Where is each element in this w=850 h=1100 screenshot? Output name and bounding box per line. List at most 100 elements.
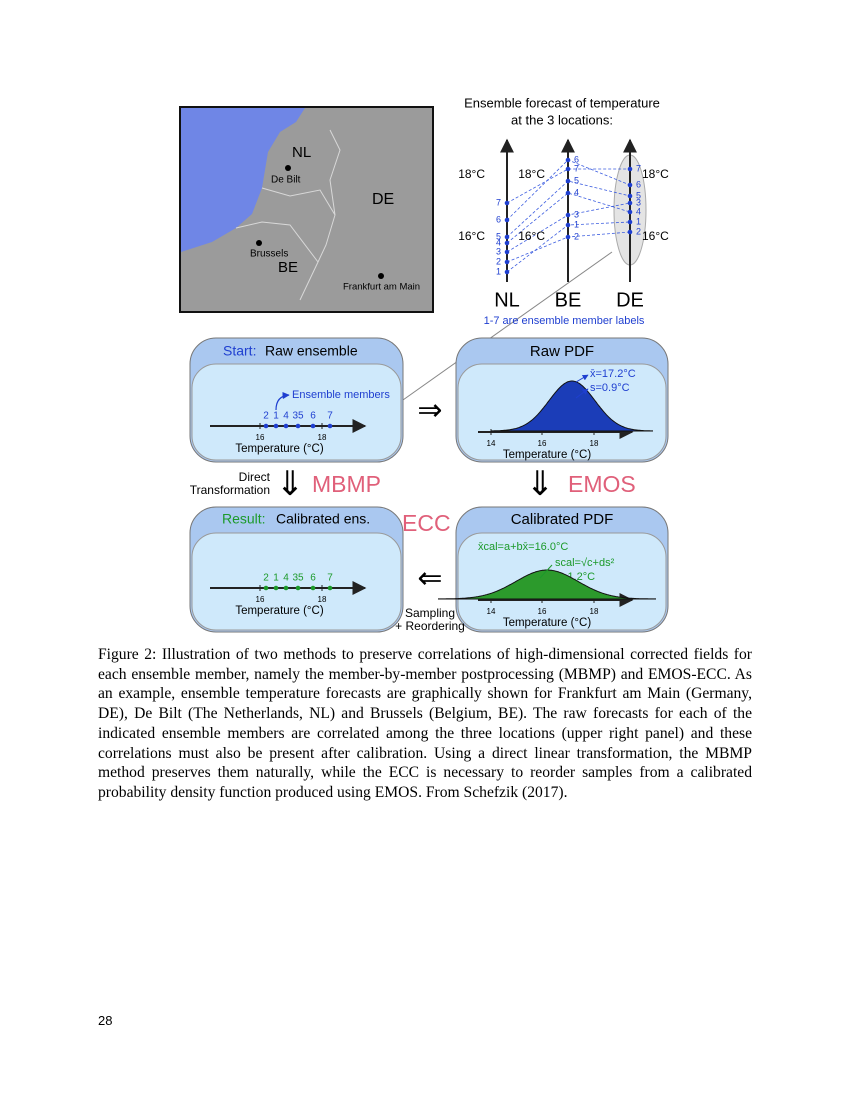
tick-label: 18 xyxy=(318,595,327,604)
temp-label: 16°C xyxy=(458,229,485,243)
member-link xyxy=(506,192,631,244)
map-label: DE xyxy=(372,191,394,208)
method-label: EMOS xyxy=(568,471,636,497)
member-link xyxy=(506,168,630,204)
member-label: 1 xyxy=(574,219,579,229)
member-label: 7 xyxy=(496,197,501,207)
page-number: 28 xyxy=(98,1013,113,1028)
member-label: 4 xyxy=(636,206,641,216)
member-dot xyxy=(295,585,301,591)
link-arrow xyxy=(385,251,613,413)
member-dot xyxy=(565,166,571,172)
member-dot xyxy=(627,193,633,199)
member-dot xyxy=(504,200,510,206)
tick-label: 16 xyxy=(256,433,265,442)
member-label: 6 xyxy=(636,179,641,189)
temp-label: 18°C xyxy=(458,167,485,181)
location-label: NL xyxy=(494,289,520,311)
member-dot xyxy=(565,178,571,184)
method-label: ECC xyxy=(402,510,451,536)
map-label: Brussels xyxy=(250,249,288,260)
panel-title: Calibrated PDF xyxy=(511,511,614,528)
location-label: BE xyxy=(555,289,582,311)
member-dot xyxy=(283,423,289,429)
map-dot xyxy=(256,240,262,246)
panel-result xyxy=(189,506,404,633)
member-label: 2 xyxy=(574,231,579,241)
map-label: Frankfurt am Main xyxy=(343,282,420,293)
member-label: 1 xyxy=(496,266,501,276)
arrow-down: ⇓ xyxy=(526,465,555,503)
location-label: DE xyxy=(616,289,644,311)
member-label: 5 xyxy=(574,175,579,185)
member-label: 5 xyxy=(496,231,501,241)
member-label: 7 xyxy=(327,573,333,584)
arrow-down: ⇓ xyxy=(276,465,305,503)
tick-label: 18 xyxy=(590,607,599,616)
pdf-arrow xyxy=(539,564,553,579)
member-label: 3 xyxy=(496,246,501,256)
annotation-arrow xyxy=(275,391,290,411)
member-label: 4 xyxy=(283,411,289,422)
member-label: 7 xyxy=(327,411,333,422)
member-dot xyxy=(504,269,510,275)
panel-title: Raw ensemble xyxy=(265,343,358,359)
annotation: Ensemble members xyxy=(292,389,390,401)
map-sea xyxy=(181,108,305,252)
member-label: 1 xyxy=(636,216,641,226)
axis-label: Temperature (°C) xyxy=(503,449,591,461)
arrow-left: ⇐ xyxy=(417,562,442,595)
member-dot xyxy=(627,182,633,188)
temp-label: 18°C xyxy=(518,167,545,181)
arrow-label: Transformation xyxy=(190,483,270,497)
tick-label: 16 xyxy=(538,607,547,616)
member-dot xyxy=(627,209,633,215)
member-label: 2 xyxy=(636,226,641,236)
map-dot xyxy=(285,165,291,171)
member-dot xyxy=(283,585,289,591)
member-label: 4 xyxy=(283,573,289,584)
tick-label: 14 xyxy=(487,439,496,448)
figure-caption: Figure 2: Illustration of two methods to… xyxy=(98,646,752,801)
member-label: 3 xyxy=(574,209,579,219)
ensemble-title: at the 3 locations: xyxy=(511,112,613,127)
member-label: 1 xyxy=(273,573,279,584)
panel-raw-ensemble xyxy=(189,337,404,463)
member-label: 6 xyxy=(496,214,501,224)
member-dot xyxy=(504,217,510,223)
tick-label: 16 xyxy=(256,595,265,604)
map-label: NL xyxy=(292,144,311,161)
tick-label: 18 xyxy=(590,439,599,448)
member-label: 6 xyxy=(574,154,579,164)
member-label: 7 xyxy=(636,163,641,173)
map-borders xyxy=(235,129,341,301)
member-dot xyxy=(504,234,510,240)
method-label: MBMP xyxy=(312,471,381,497)
member-dot xyxy=(263,423,269,429)
arrow-label: Sampling xyxy=(405,606,455,620)
member-label: 6 xyxy=(310,411,316,422)
member-label: 35 xyxy=(292,573,304,584)
member-dot xyxy=(310,585,316,591)
member-label: 5 xyxy=(636,190,641,200)
member-dot xyxy=(627,229,633,235)
member-label: 4 xyxy=(574,187,579,197)
member-dot xyxy=(565,190,571,196)
map-label: BE xyxy=(278,259,298,276)
panel-title: Raw PDF xyxy=(530,343,594,360)
pdf-sd: s=0.9°C xyxy=(590,382,630,394)
panel-prefix: Result: xyxy=(222,511,266,527)
member-dot xyxy=(565,157,571,163)
pdf-arrow xyxy=(575,374,589,383)
member-dot xyxy=(627,166,633,172)
member-dot xyxy=(327,585,333,591)
ensemble-note: 1-7 are ensemble member labels xyxy=(484,315,645,327)
member-label: 2 xyxy=(496,256,501,266)
member-dot xyxy=(627,219,633,225)
arrow-right: ⇒ xyxy=(417,394,442,427)
pdf-mean: x̄cal=a+bx̄=16.0°C xyxy=(478,541,568,553)
member-dot xyxy=(310,423,316,429)
member-dot xyxy=(504,240,510,246)
member-dot xyxy=(504,259,510,265)
